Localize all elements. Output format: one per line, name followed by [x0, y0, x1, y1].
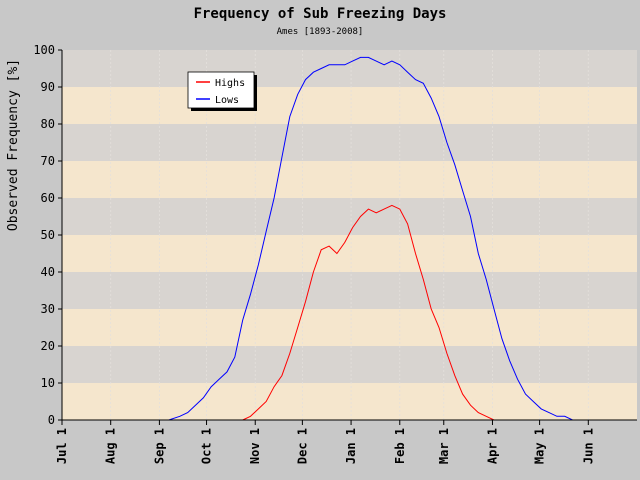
background-bands	[62, 50, 637, 420]
y-tick-label: 30	[41, 302, 55, 316]
band-60-70	[62, 161, 637, 198]
y-tick-label: 40	[41, 265, 55, 279]
x-tick-label: Aug 1	[104, 428, 118, 464]
y-tick-label: 90	[41, 80, 55, 94]
band-30-40	[62, 272, 637, 309]
y-tick-label: 60	[41, 191, 55, 205]
legend-box	[187, 71, 255, 109]
legend: Highs Lows	[187, 71, 257, 111]
series-layer	[168, 56, 581, 421]
band-90-100	[62, 50, 637, 87]
y-tick-label: 20	[41, 339, 55, 353]
band-40-50	[62, 235, 637, 272]
band-50-60	[62, 198, 637, 235]
vertical-gridlines	[110, 50, 589, 420]
x-tick-label: Mar 1	[437, 428, 451, 464]
band-20-30	[62, 309, 637, 346]
y-tick-label: 100	[33, 43, 55, 57]
x-tick-label: Sep 1	[152, 428, 166, 464]
band-0-10	[62, 383, 637, 420]
band-10-20	[62, 346, 637, 383]
series-line-highs	[242, 204, 495, 421]
chart-subtitle: Ames [1893-2008]	[277, 27, 364, 37]
x-tick-label: Jan 1	[344, 428, 358, 464]
x-tick-label: Nov 1	[248, 428, 262, 464]
y-tick-label: 10	[41, 376, 55, 390]
chart-title: Frequency of Sub Freezing Days	[194, 6, 447, 22]
x-tick-label: May 1	[533, 428, 547, 464]
x-tick-label: Jun 1	[581, 428, 595, 464]
y-tick-label: 0	[48, 413, 55, 427]
legend-highs-label: Highs	[215, 78, 245, 89]
y-axis-label: Observed Frequency [%]	[6, 59, 21, 231]
y-axis-ticks: 0 10 20 30 40 50 60 70 80 90 100	[33, 43, 62, 427]
y-tick-label: 50	[41, 228, 55, 242]
band-80-90	[62, 87, 637, 124]
x-tick-label: Apr 1	[485, 428, 499, 464]
band-70-80	[62, 124, 637, 161]
x-tick-label: Oct 1	[200, 428, 214, 464]
x-tick-label: Feb 1	[393, 428, 407, 464]
x-axis-ticks: Jul 1 Aug 1 Sep 1 Oct 1 Nov 1 Dec 1 Jan 1 Feb 1…	[55, 420, 595, 464]
series-line-lows	[168, 56, 581, 421]
y-tick-label: 80	[41, 117, 55, 131]
legend-lows-label: Lows	[215, 95, 239, 106]
x-tick-label: Jul 1	[55, 428, 69, 464]
x-tick-label: Dec 1	[295, 428, 309, 464]
y-tick-label: 70	[41, 154, 55, 168]
